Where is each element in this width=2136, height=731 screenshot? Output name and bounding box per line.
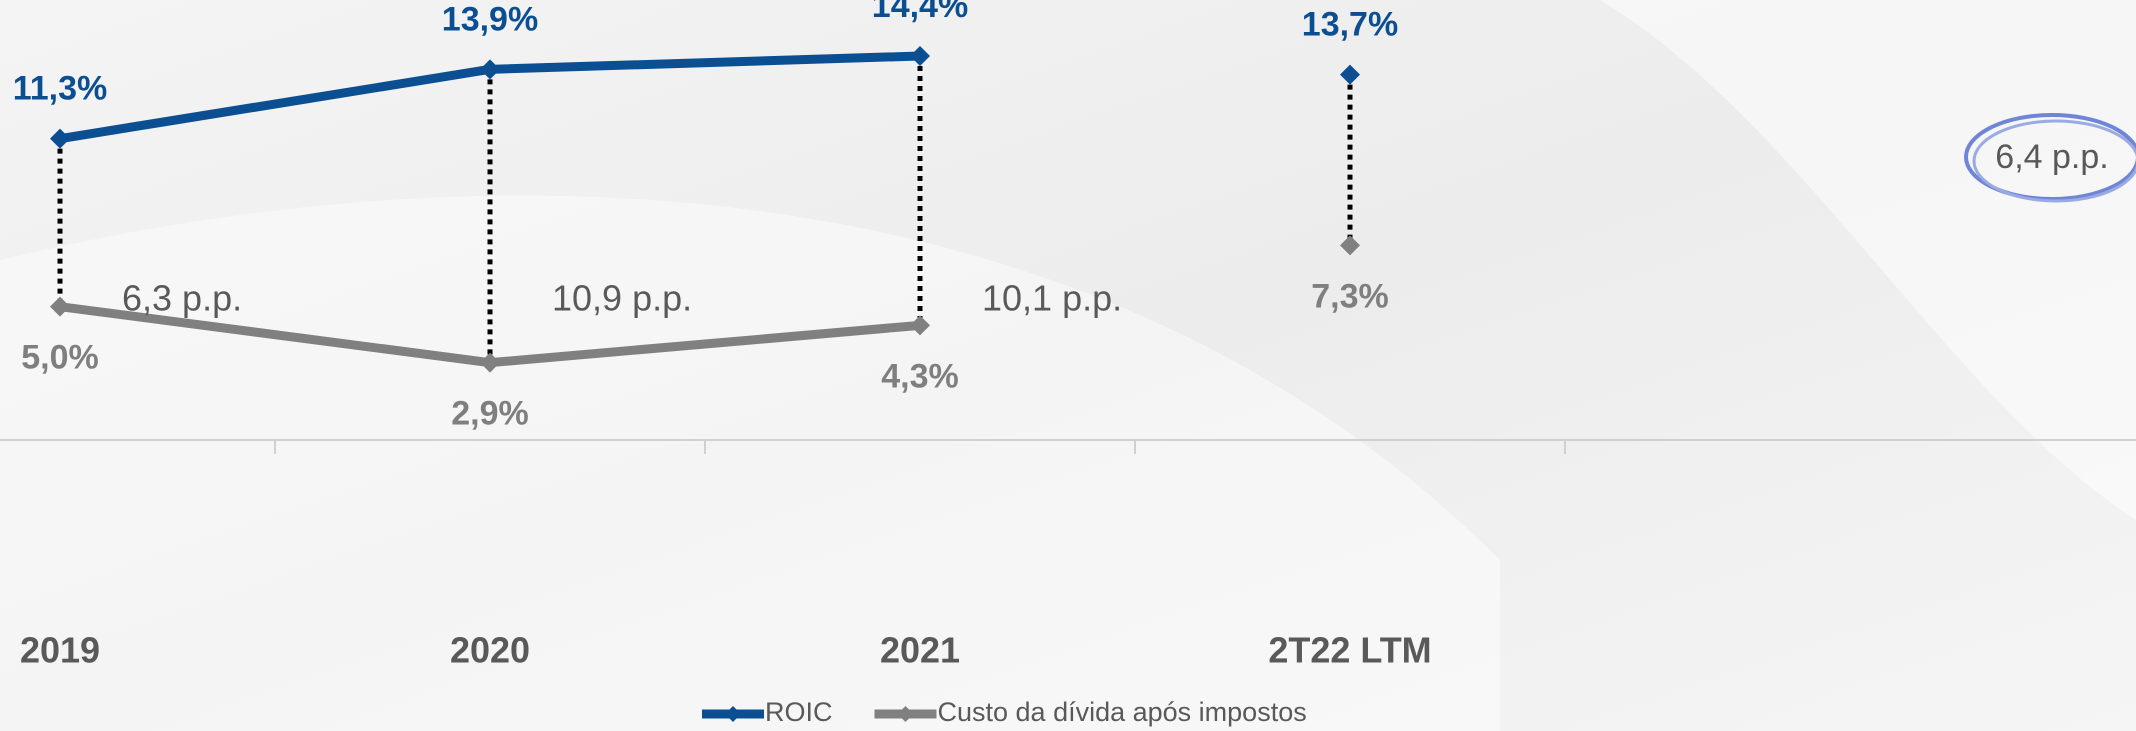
annotation: 10,1 p.p.: [982, 278, 1122, 319]
point-marker: [1340, 235, 1360, 256]
data-label: 14,4%: [872, 0, 968, 25]
point-marker: [50, 128, 70, 149]
legend-label: ROIC: [765, 697, 833, 727]
legend-marker: [725, 706, 741, 722]
data-label: 2,9%: [451, 395, 529, 433]
annotation-ring: [1964, 113, 2136, 201]
background-swoosh: [0, 195, 1500, 731]
x-tick-label: 2019: [20, 630, 100, 671]
data-label: 13,7%: [1302, 6, 1398, 44]
annotation: 6,4 p.p.: [1995, 138, 2108, 176]
point-marker: [50, 296, 70, 317]
x-tick-label: 2T22 LTM: [1268, 630, 1431, 671]
point-marker: [910, 315, 930, 336]
x-tick-label: 2021: [880, 630, 960, 671]
data-label: 13,9%: [442, 0, 538, 38]
data-label: 4,3%: [881, 357, 959, 395]
annotation-ring: [1972, 119, 2136, 203]
x-tick-label: 2020: [450, 630, 530, 671]
data-label: 5,0%: [21, 339, 99, 377]
point-marker: [1340, 64, 1360, 85]
legend-marker: [897, 706, 914, 722]
data-label: 7,3%: [1311, 277, 1389, 315]
annotation: 10,9 p.p.: [552, 278, 692, 319]
point-marker: [480, 352, 500, 373]
point-marker: [910, 46, 930, 66]
data-label: 11,3%: [13, 70, 108, 108]
legend-label: Custo da dívida após impostos: [938, 697, 1307, 727]
annotation: 6,3 p.p.: [122, 278, 242, 319]
point-marker: [480, 59, 500, 80]
